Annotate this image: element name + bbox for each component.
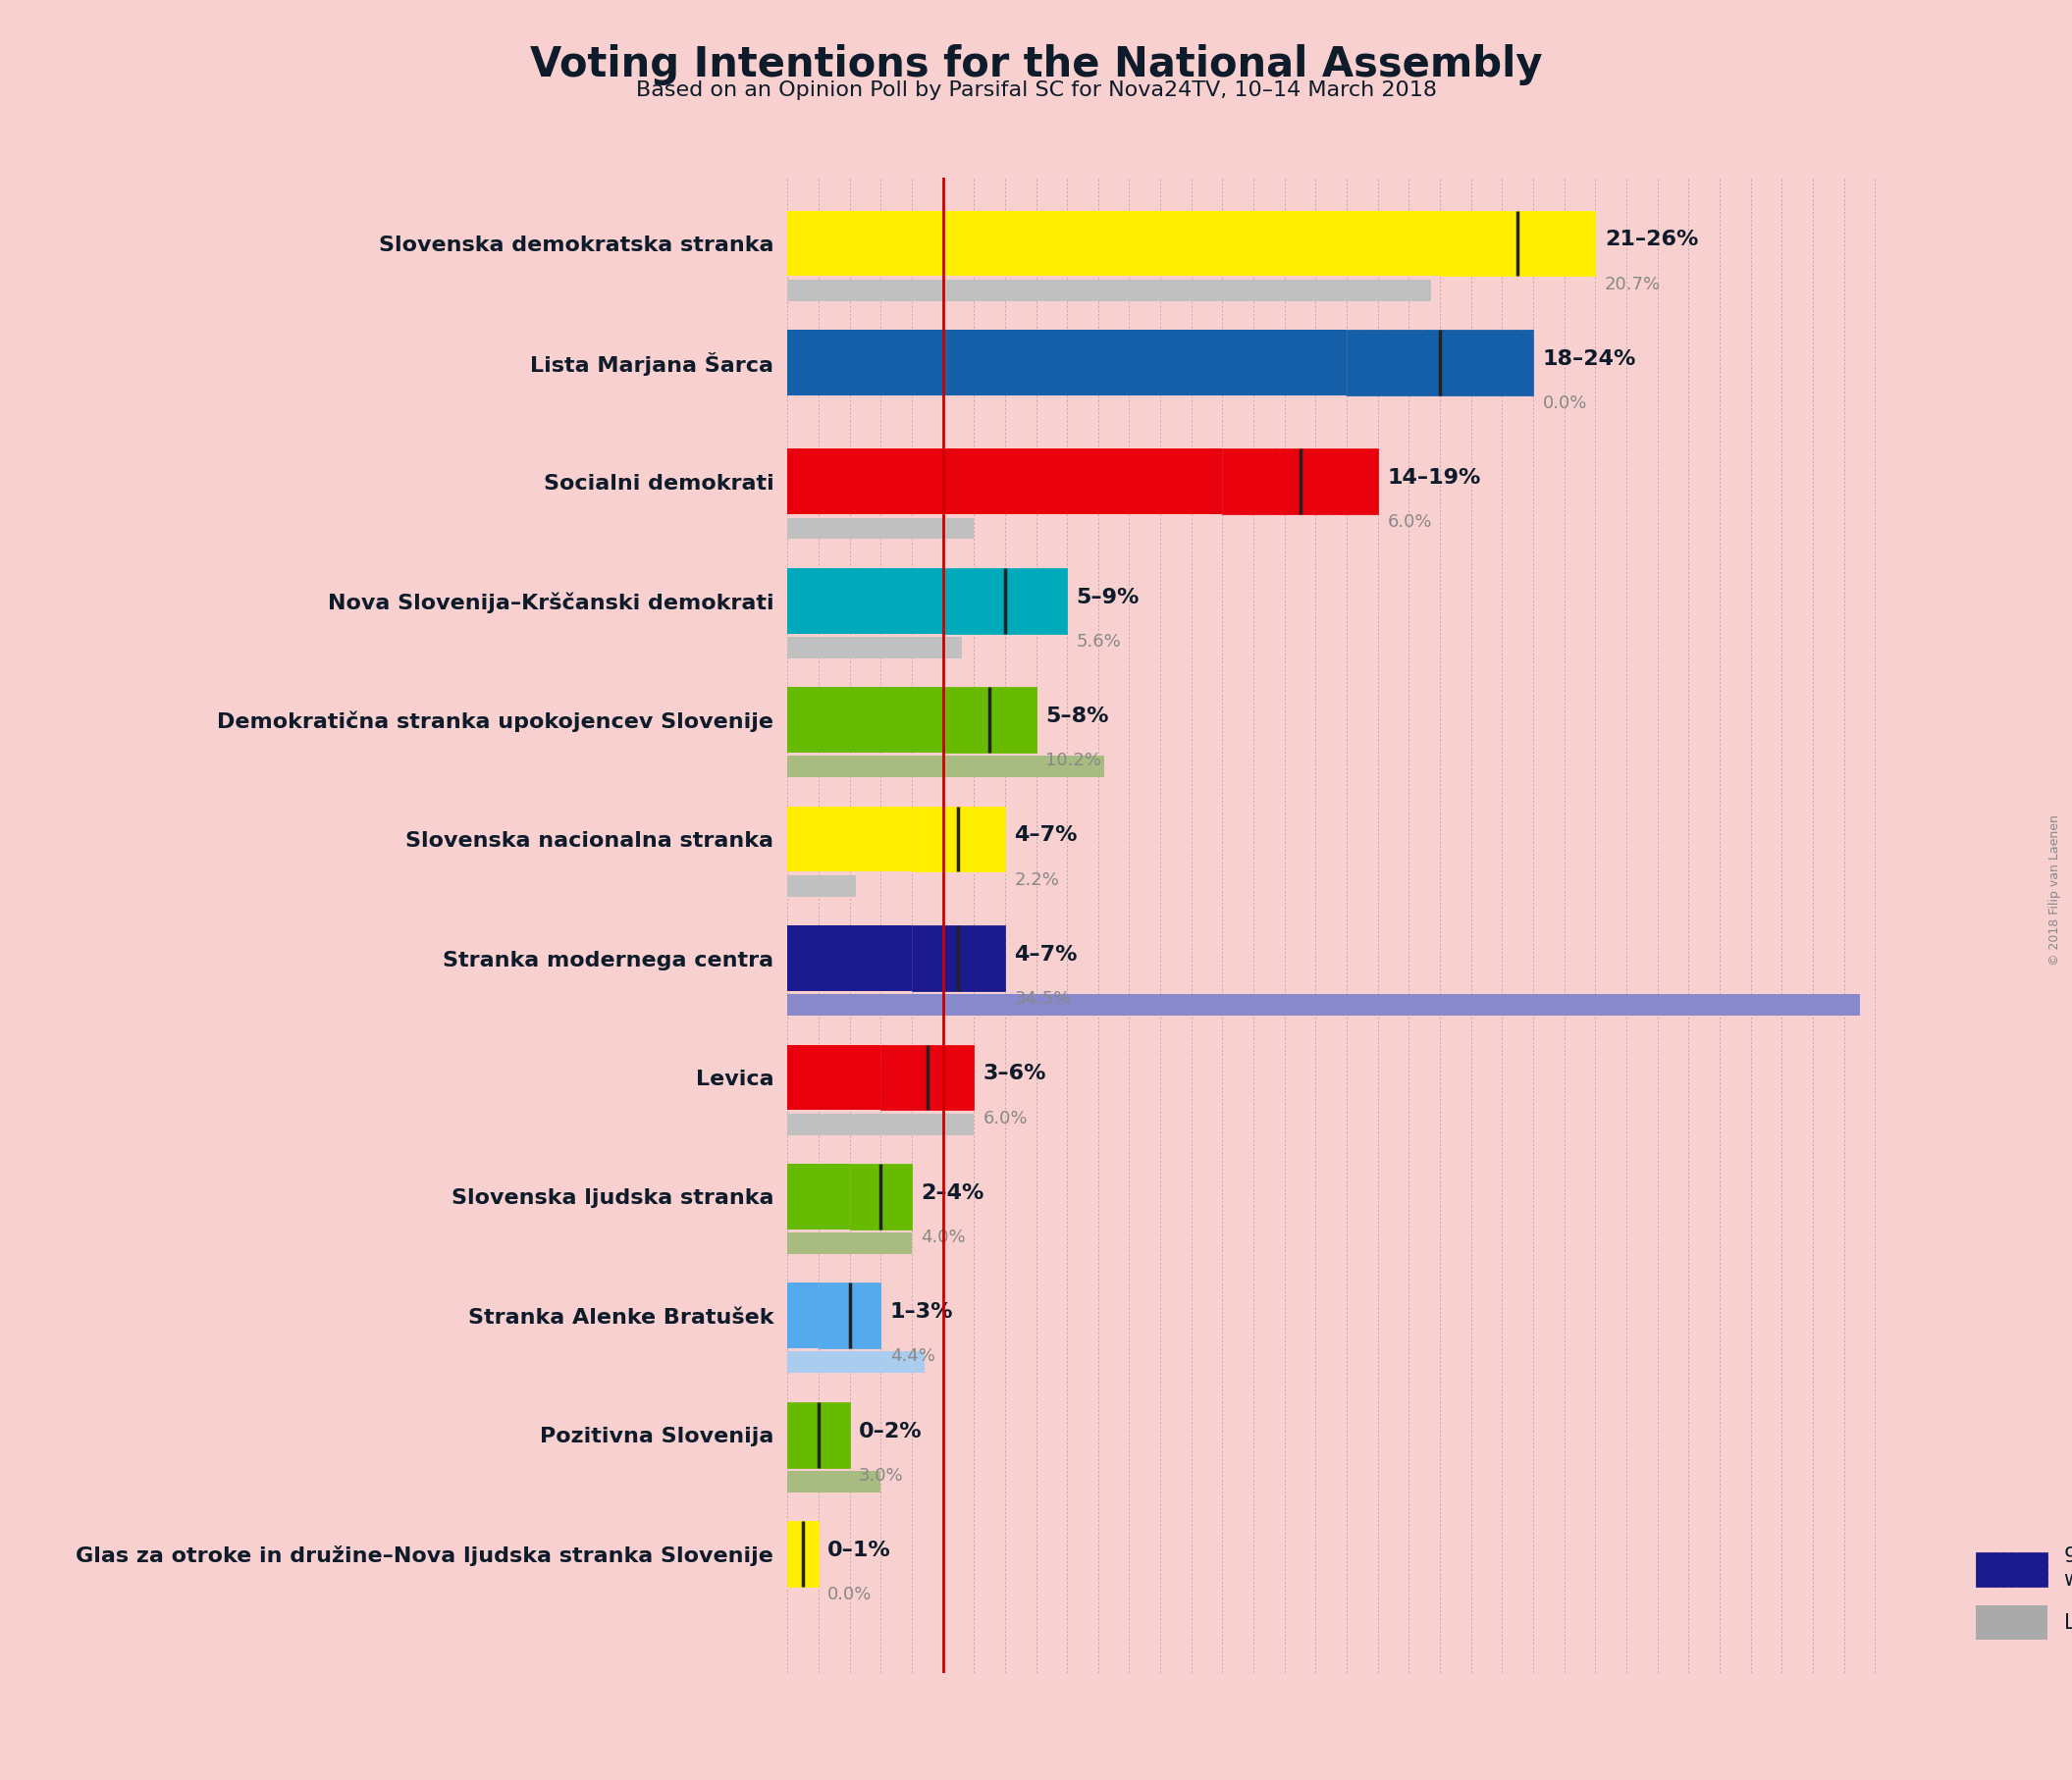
Bar — [881, 1045, 974, 1111]
Text: 0.0%: 0.0% — [1544, 395, 1587, 413]
Bar — [787, 1232, 912, 1253]
Bar — [1440, 210, 1595, 276]
Text: 6.0%: 6.0% — [984, 1109, 1028, 1127]
Bar — [787, 806, 912, 872]
Text: 2.2%: 2.2% — [1015, 870, 1059, 888]
Bar — [787, 1470, 881, 1492]
Bar — [787, 1522, 818, 1586]
Text: 2–4%: 2–4% — [920, 1184, 984, 1203]
Bar — [787, 1164, 850, 1230]
Bar — [943, 687, 1036, 753]
Bar — [912, 806, 1005, 872]
Text: 4–7%: 4–7% — [1015, 826, 1077, 846]
Text: 20.7%: 20.7% — [1606, 276, 1662, 294]
Bar — [787, 1351, 924, 1372]
Text: 0–2%: 0–2% — [860, 1422, 922, 1442]
Bar — [787, 1114, 974, 1136]
Text: 14–19%: 14–19% — [1388, 468, 1481, 488]
Bar — [787, 568, 943, 634]
Bar — [787, 279, 1430, 301]
Bar — [787, 995, 1861, 1016]
Text: 4.4%: 4.4% — [891, 1347, 934, 1365]
Bar — [787, 449, 1222, 514]
Bar — [787, 210, 1440, 276]
Text: 3–6%: 3–6% — [984, 1064, 1046, 1084]
Text: © 2018 Filip van Laenen: © 2018 Filip van Laenen — [2049, 815, 2062, 965]
Legend: 95% confidence interval
with median, Last result: 95% confidence interval with median, Las… — [1968, 1538, 2072, 1648]
Bar — [943, 568, 1067, 634]
Text: 5–8%: 5–8% — [1046, 707, 1109, 726]
Bar — [787, 637, 961, 659]
Text: 1–3%: 1–3% — [891, 1303, 953, 1323]
Text: 0–1%: 0–1% — [829, 1540, 891, 1559]
Bar — [787, 1283, 818, 1349]
Bar — [1347, 329, 1533, 395]
Text: 6.0%: 6.0% — [1388, 514, 1432, 530]
Bar — [787, 329, 1347, 395]
Bar — [850, 1164, 912, 1230]
Text: 5–9%: 5–9% — [1077, 587, 1140, 607]
Bar — [1222, 449, 1378, 514]
Text: Based on an Opinion Poll by Parsifal SC for Nova24TV, 10–14 March 2018: Based on an Opinion Poll by Parsifal SC … — [636, 80, 1436, 100]
Bar — [787, 1403, 850, 1467]
Text: 5.6%: 5.6% — [1077, 632, 1121, 650]
Text: 4.0%: 4.0% — [920, 1228, 966, 1246]
Text: 10.2%: 10.2% — [1046, 751, 1102, 769]
Bar — [818, 1283, 881, 1349]
Bar — [787, 876, 856, 897]
Bar — [787, 518, 974, 539]
Bar — [787, 1045, 881, 1111]
Bar — [787, 687, 943, 753]
Text: 4–7%: 4–7% — [1015, 945, 1077, 965]
Bar — [912, 926, 1005, 991]
Text: Voting Intentions for the National Assembly: Voting Intentions for the National Assem… — [530, 44, 1542, 85]
Text: 0.0%: 0.0% — [829, 1586, 872, 1604]
Text: 21–26%: 21–26% — [1606, 230, 1699, 249]
Bar — [787, 756, 1104, 778]
Text: 18–24%: 18–24% — [1544, 349, 1637, 368]
Bar — [787, 926, 912, 991]
Text: 34.5%: 34.5% — [1015, 990, 1071, 1007]
Text: 3.0%: 3.0% — [860, 1467, 903, 1485]
